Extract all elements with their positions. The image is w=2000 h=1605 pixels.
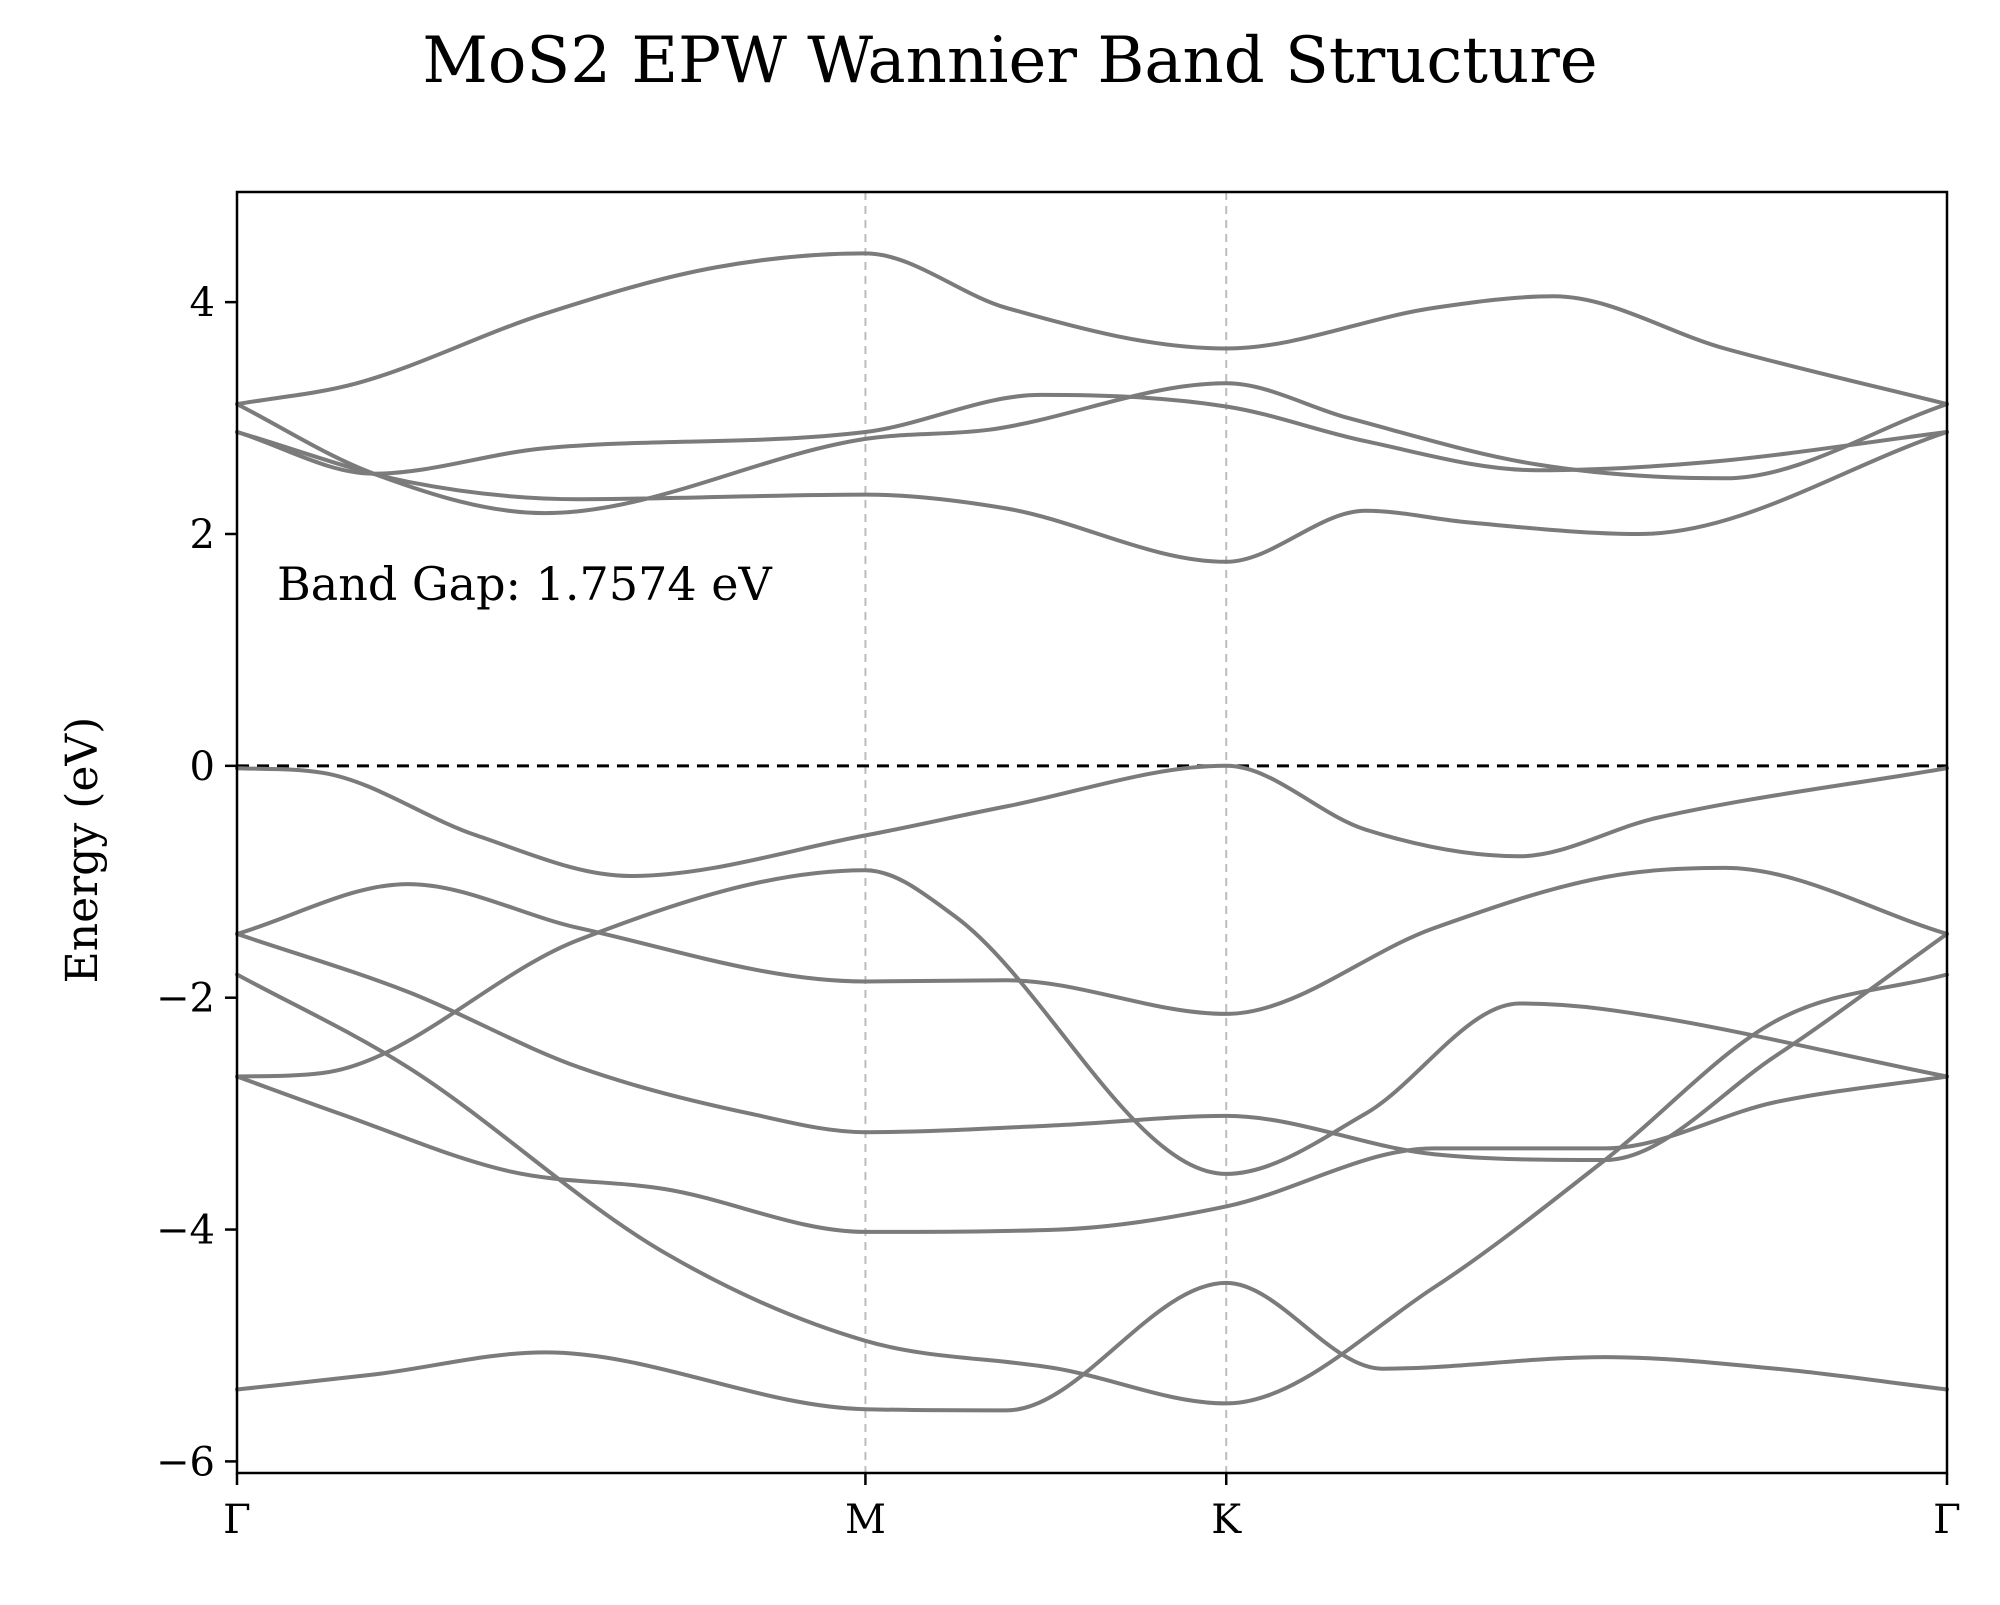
y-tick-label: −2	[156, 976, 215, 1022]
band-line-10	[235, 392, 1949, 476]
band-line-3	[235, 1074, 1949, 1234]
band-line-9	[235, 381, 1949, 516]
y-ticks: 4 2 0 −2 −4 −6	[156, 280, 237, 1485]
high-symmetry-lines	[864, 192, 1228, 1473]
band-lines	[235, 251, 1949, 1413]
y-axis-label: Energy (eV)	[57, 717, 108, 984]
band-line-2	[235, 972, 1949, 1406]
x-tick-label: Γ	[1933, 1497, 1961, 1543]
y-tick-label: 4	[190, 280, 215, 326]
plot-frame	[235, 190, 1949, 1475]
x-tick-label: M	[845, 1497, 886, 1543]
y-tick-label: −4	[156, 1208, 215, 1254]
band-line-6	[235, 865, 1949, 1016]
band-line-4	[235, 931, 1949, 1162]
band-line-11	[235, 251, 1949, 407]
band-line-8	[235, 430, 1949, 564]
x-tick-label: Γ	[223, 1497, 251, 1543]
band-gap-annotation: Band Gap: 1.7574 eV	[277, 557, 772, 611]
y-tick-label: −6	[156, 1439, 215, 1485]
chart-title: MoS2 EPW Wannier Band Structure	[422, 24, 1597, 98]
axes-group	[235, 190, 1949, 1475]
band-line-1	[235, 1280, 1949, 1413]
x-tick-label: K	[1211, 1497, 1242, 1543]
band-line-7	[235, 763, 1949, 878]
band-line-5	[235, 868, 1949, 1176]
y-tick-label: 2	[190, 512, 215, 558]
y-tick-label: 0	[190, 744, 215, 790]
